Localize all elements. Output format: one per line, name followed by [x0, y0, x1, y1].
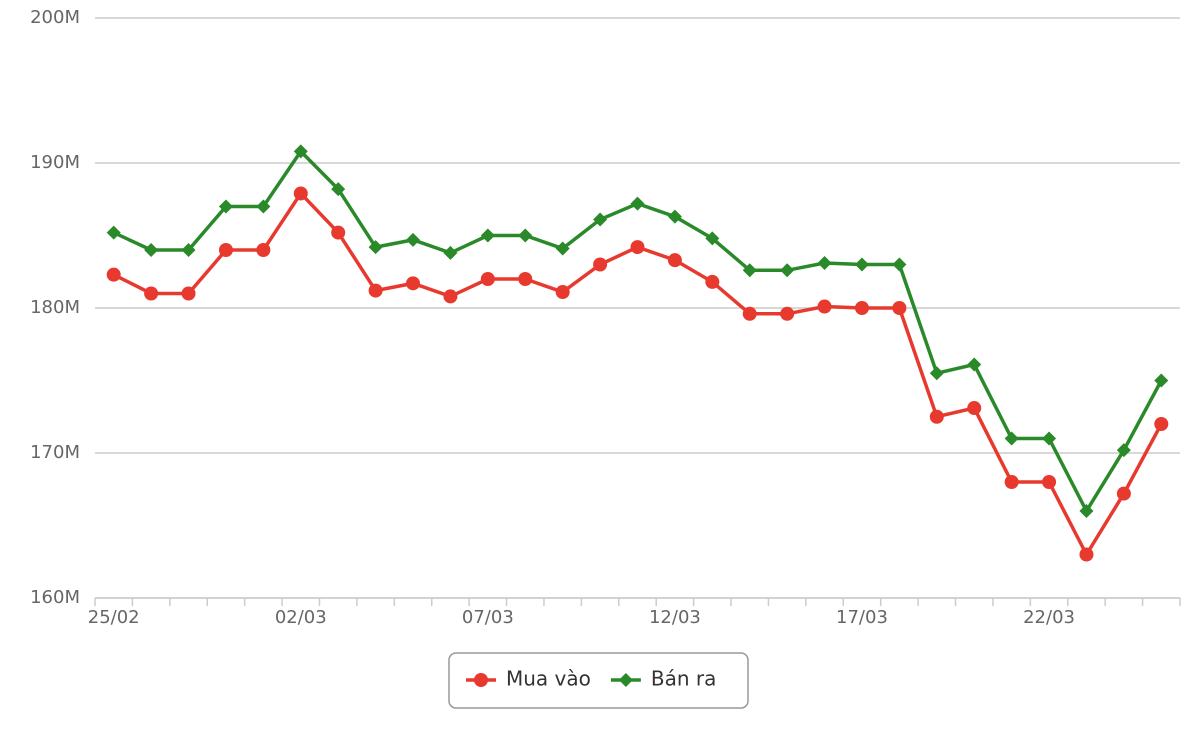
data-point	[106, 225, 121, 240]
data-point	[667, 209, 682, 224]
x-tick-label: 12/03	[649, 607, 701, 628]
data-point	[854, 257, 869, 272]
legend-label: Mua vào	[506, 667, 591, 691]
data-point	[742, 263, 757, 278]
data-point	[256, 199, 271, 214]
x-tick-label: 02/03	[275, 607, 327, 628]
legend-marker	[618, 673, 633, 687]
data-point	[817, 299, 832, 314]
data-point	[1154, 417, 1169, 431]
data-point	[929, 366, 944, 381]
data-point	[630, 240, 645, 255]
y-tick-label: 170M	[30, 442, 80, 463]
x-tick-label: 22/03	[1023, 607, 1075, 628]
data-point	[854, 301, 869, 315]
legend-item: Bán ra	[610, 667, 717, 691]
legend-label: Bán ra	[651, 667, 717, 691]
data-point	[181, 243, 196, 257]
data-point	[480, 272, 495, 286]
data-point	[144, 243, 159, 257]
data-point	[555, 285, 570, 300]
legend: Mua vào Bán ra	[448, 652, 749, 709]
data-point	[331, 182, 346, 197]
x-tick-label: 25/02	[88, 607, 140, 628]
data-point	[892, 257, 907, 272]
data-point	[667, 253, 682, 268]
data-point	[780, 306, 795, 321]
data-point	[518, 272, 533, 286]
data-point	[1004, 475, 1019, 489]
y-tick-label: 190M	[30, 152, 80, 173]
data-point	[1042, 475, 1057, 489]
data-point	[406, 276, 421, 291]
data-point	[518, 228, 533, 243]
data-point	[630, 196, 645, 211]
data-point	[218, 243, 233, 257]
data-point	[443, 245, 458, 260]
data-point	[106, 267, 121, 282]
data-point	[368, 283, 383, 298]
data-point	[593, 212, 608, 227]
data-point	[929, 409, 944, 424]
data-point	[555, 241, 570, 256]
data-point	[780, 263, 795, 278]
y-tick-label: 180M	[30, 297, 80, 318]
data-point	[293, 144, 308, 159]
data-point	[1079, 547, 1094, 562]
data-point	[331, 225, 346, 240]
data-point	[1116, 486, 1131, 501]
data-point	[1116, 443, 1131, 458]
data-point	[705, 274, 720, 289]
data-point	[181, 286, 196, 301]
data-point	[1154, 373, 1169, 388]
x-tick-label: 07/03	[462, 607, 514, 628]
data-point	[480, 228, 495, 243]
legend-marker	[474, 673, 488, 687]
data-point	[218, 199, 233, 214]
data-point	[1042, 431, 1057, 446]
data-point	[817, 256, 832, 271]
y-tick-label: 200M	[30, 7, 80, 28]
data-point	[742, 306, 757, 321]
legend-box	[448, 652, 749, 709]
data-point	[368, 240, 383, 255]
data-point	[967, 401, 982, 416]
data-point	[144, 286, 159, 301]
legend-item: Mua vào	[466, 667, 591, 691]
data-point	[443, 289, 458, 304]
data-point	[1079, 504, 1094, 518]
data-point	[406, 232, 421, 247]
data-point	[293, 186, 308, 201]
data-point	[892, 301, 907, 315]
data-point	[1004, 431, 1019, 446]
y-tick-label: 160M	[30, 587, 80, 608]
data-point	[256, 243, 271, 257]
data-point	[705, 231, 720, 246]
x-tick-label: 17/03	[836, 607, 888, 628]
data-point	[593, 257, 608, 272]
data-point	[967, 357, 982, 372]
